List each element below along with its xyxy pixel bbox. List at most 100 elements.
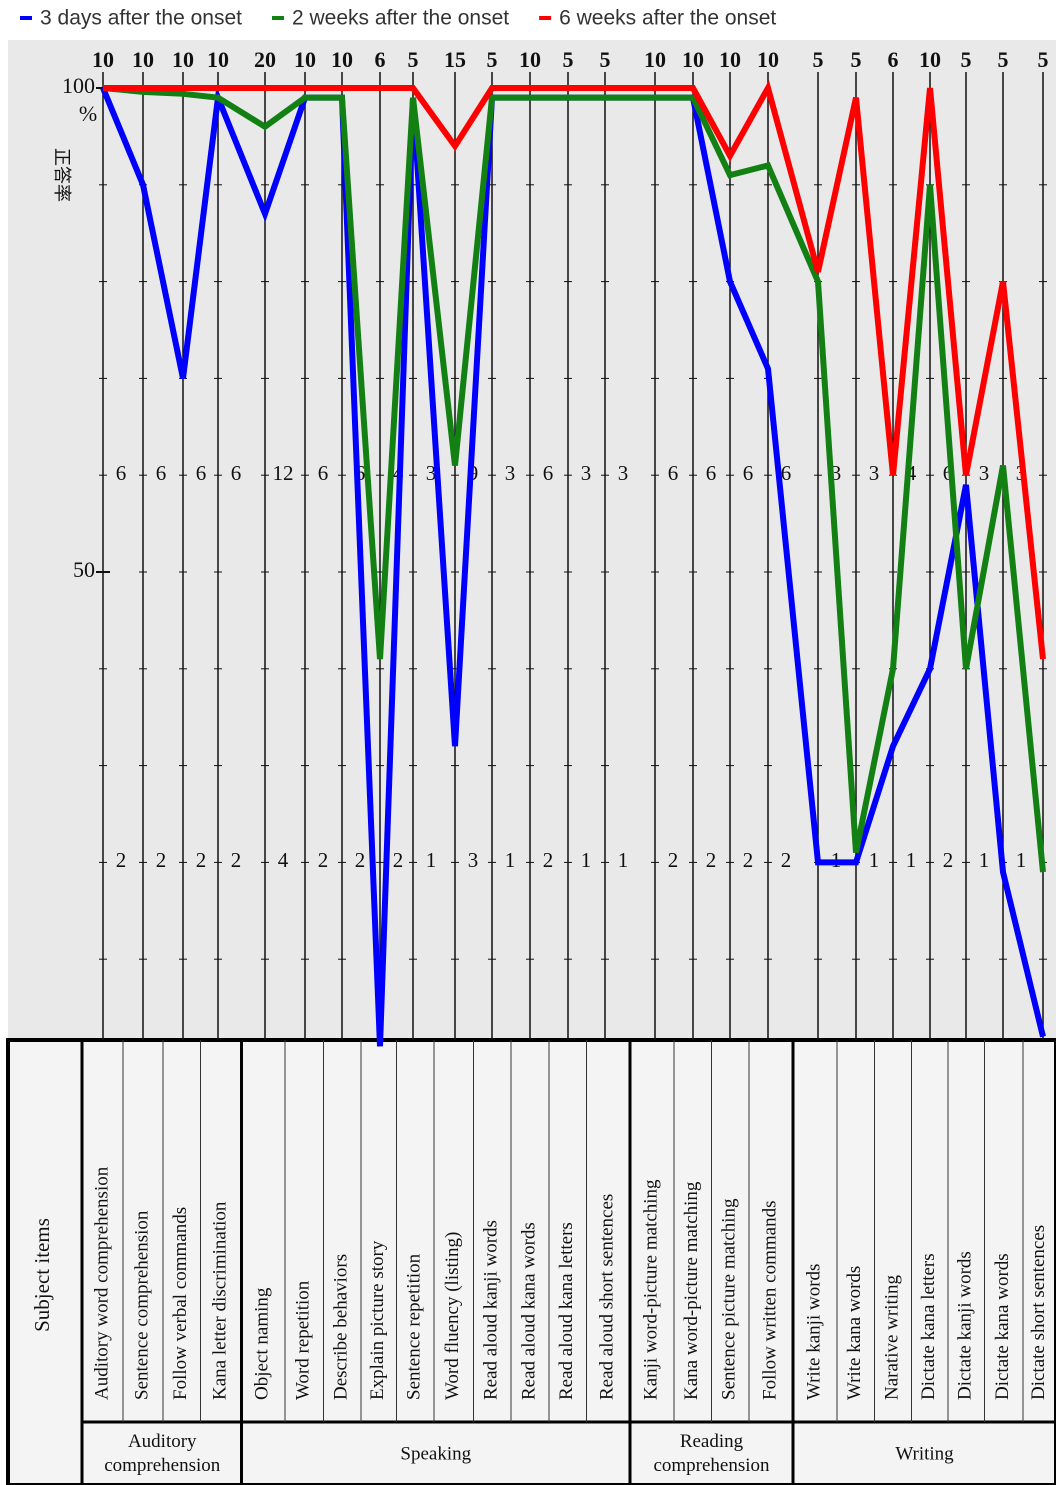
level-60-score: 6 bbox=[781, 461, 792, 485]
item-label: Sentence repetition bbox=[404, 1253, 425, 1400]
y-unit: % bbox=[79, 101, 97, 126]
level-20-score: 2 bbox=[196, 848, 207, 872]
max-score: 5 bbox=[563, 47, 574, 72]
item-label: Describe behaviors bbox=[331, 1254, 352, 1400]
level-20-score: 1 bbox=[869, 848, 880, 872]
max-score: 10 bbox=[644, 47, 666, 72]
item-label: Explain picture story bbox=[367, 1240, 388, 1400]
level-20-score: 1 bbox=[581, 848, 592, 872]
max-score: 5 bbox=[1038, 47, 1049, 72]
item-label: Read aloud kana words bbox=[518, 1222, 539, 1400]
plot-background bbox=[8, 40, 1056, 1040]
item-label: Dictate kana letters bbox=[918, 1253, 939, 1400]
level-20-score: 4 bbox=[278, 848, 289, 872]
item-label: Object naming bbox=[252, 1287, 273, 1400]
max-score: 5 bbox=[851, 47, 862, 72]
level-20-score: 3 bbox=[468, 848, 479, 872]
group-label: Auditory comprehension bbox=[104, 1431, 221, 1476]
level-20-score: 2 bbox=[116, 848, 127, 872]
item-label: Dictate kanji words bbox=[955, 1251, 976, 1400]
max-score: 5 bbox=[998, 47, 1009, 72]
max-score: 10 bbox=[172, 47, 194, 72]
level-20-score: 2 bbox=[743, 848, 754, 872]
item-label: Sentence picture matching bbox=[719, 1198, 740, 1400]
series-line bbox=[102, 85, 1046, 873]
level-20-score: 2 bbox=[668, 848, 679, 872]
item-label: Word repetition bbox=[293, 1280, 314, 1400]
level-20-score: 2 bbox=[393, 848, 404, 872]
level-20-score: 2 bbox=[781, 848, 792, 872]
level-60-score: 6 bbox=[231, 461, 242, 485]
legend-label: 6 weeks after the onset bbox=[559, 7, 776, 30]
y-tick-label: 100 bbox=[62, 73, 95, 98]
level-60-score: 6 bbox=[668, 461, 679, 485]
item-label: Write kanji words bbox=[803, 1264, 824, 1400]
level-60-score: 3 bbox=[979, 461, 990, 485]
max-score: 20 bbox=[254, 47, 276, 72]
level-60-score: 6 bbox=[706, 461, 717, 485]
level-60-score: 6 bbox=[156, 461, 167, 485]
table-header: Subject items bbox=[30, 1218, 54, 1332]
level-60-score: 3 bbox=[618, 461, 629, 485]
level-20-score: 1 bbox=[1016, 848, 1027, 872]
legend-swatch bbox=[539, 16, 552, 20]
max-score: 5 bbox=[961, 47, 972, 72]
level-20-score: 2 bbox=[706, 848, 717, 872]
level-20-score: 1 bbox=[426, 848, 437, 872]
max-score: 10 bbox=[757, 47, 779, 72]
item-label: Dictate kana words bbox=[992, 1253, 1013, 1400]
legend-swatch bbox=[20, 16, 32, 20]
item-label: Kana letter discrimination bbox=[209, 1201, 230, 1400]
level-60-score: 12 bbox=[273, 461, 294, 485]
level-60-score: 3 bbox=[505, 461, 516, 485]
max-score: 5 bbox=[487, 47, 498, 72]
max-score: 10 bbox=[294, 47, 316, 72]
max-score: 5 bbox=[408, 47, 419, 72]
group-label: Writing bbox=[895, 1443, 954, 1464]
item-label: Sentence comprehension bbox=[131, 1210, 152, 1400]
item-label: Kanji word-picture matching bbox=[640, 1179, 661, 1400]
table-frame bbox=[6, 1038, 1056, 1485]
max-score: 5 bbox=[600, 47, 611, 72]
max-score: 10 bbox=[719, 47, 741, 72]
level-20-score: 1 bbox=[618, 848, 629, 872]
item-label: Read aloud kanji words bbox=[481, 1220, 502, 1400]
item-label: Narative writing bbox=[881, 1274, 902, 1400]
group-label: Speaking bbox=[400, 1443, 471, 1464]
item-label: Kana word-picture matching bbox=[681, 1181, 702, 1400]
legend-swatch bbox=[271, 16, 284, 20]
level-20-score: 2 bbox=[943, 848, 954, 872]
item-label: Follow written commands bbox=[759, 1201, 780, 1400]
max-score: 10 bbox=[207, 47, 229, 72]
item-label: Dictate short sentences bbox=[1028, 1225, 1049, 1400]
level-60-score: 6 bbox=[543, 461, 554, 485]
item-label: Word fluency (listing) bbox=[442, 1232, 463, 1400]
max-score: 15 bbox=[444, 47, 466, 72]
series-line bbox=[103, 80, 1046, 660]
level-60-score: 3 bbox=[869, 461, 880, 485]
y-axis-label: 正答率 bbox=[52, 148, 72, 202]
level-60-score: 6 bbox=[196, 461, 207, 485]
legend-label: 2 weeks after the onset bbox=[292, 7, 509, 30]
item-label: Read aloud short sentences bbox=[597, 1194, 618, 1400]
item-label: Write kana words bbox=[844, 1266, 865, 1400]
max-score: 10 bbox=[519, 47, 541, 72]
max-score: 6 bbox=[375, 47, 386, 72]
level-20-score: 1 bbox=[505, 848, 516, 872]
level-60-score: 6 bbox=[743, 461, 754, 485]
item-label: Auditory word comprehension bbox=[91, 1166, 112, 1400]
max-score: 10 bbox=[92, 47, 114, 72]
level-60-score: 6 bbox=[116, 461, 127, 485]
max-score: 10 bbox=[132, 47, 154, 72]
max-score: 10 bbox=[682, 47, 704, 72]
level-20-score: 1 bbox=[979, 848, 990, 872]
max-score: 5 bbox=[813, 47, 824, 72]
max-score: 10 bbox=[919, 47, 941, 72]
level-20-score: 2 bbox=[543, 848, 554, 872]
level-60-score: 3 bbox=[581, 461, 592, 485]
level-20-score: 2 bbox=[318, 848, 329, 872]
y-tick-label: 50 bbox=[73, 557, 95, 582]
item-label: Read aloud kana letters bbox=[556, 1222, 577, 1400]
level-60-score: 6 bbox=[318, 461, 329, 485]
